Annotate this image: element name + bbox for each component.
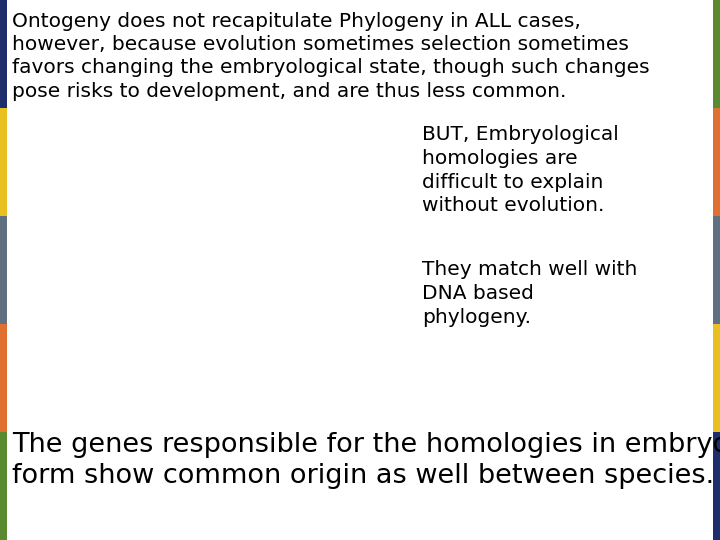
Bar (713, 324, 720, 432)
Bar (0, 216, 7, 324)
Bar (0, 432, 7, 540)
Text: BUT, Embryological
homologies are
difficult to explain
without evolution.: BUT, Embryological homologies are diffic… (422, 125, 618, 215)
Text: Ontogeny does not recapitulate Phylogeny in ALL cases,
however, because evolutio: Ontogeny does not recapitulate Phylogeny… (12, 12, 649, 100)
Bar (0, 108, 7, 216)
Bar (0, 0, 7, 108)
Bar (713, 432, 720, 540)
Bar (713, 108, 720, 216)
Bar (713, 0, 720, 108)
Bar (0, 324, 7, 432)
Bar (713, 216, 720, 324)
Text: They match well with
DNA based
phylogeny.: They match well with DNA based phylogeny… (422, 260, 637, 327)
Text: The genes responsible for the homologies in embryos
form show common origin as w: The genes responsible for the homologies… (12, 432, 720, 489)
